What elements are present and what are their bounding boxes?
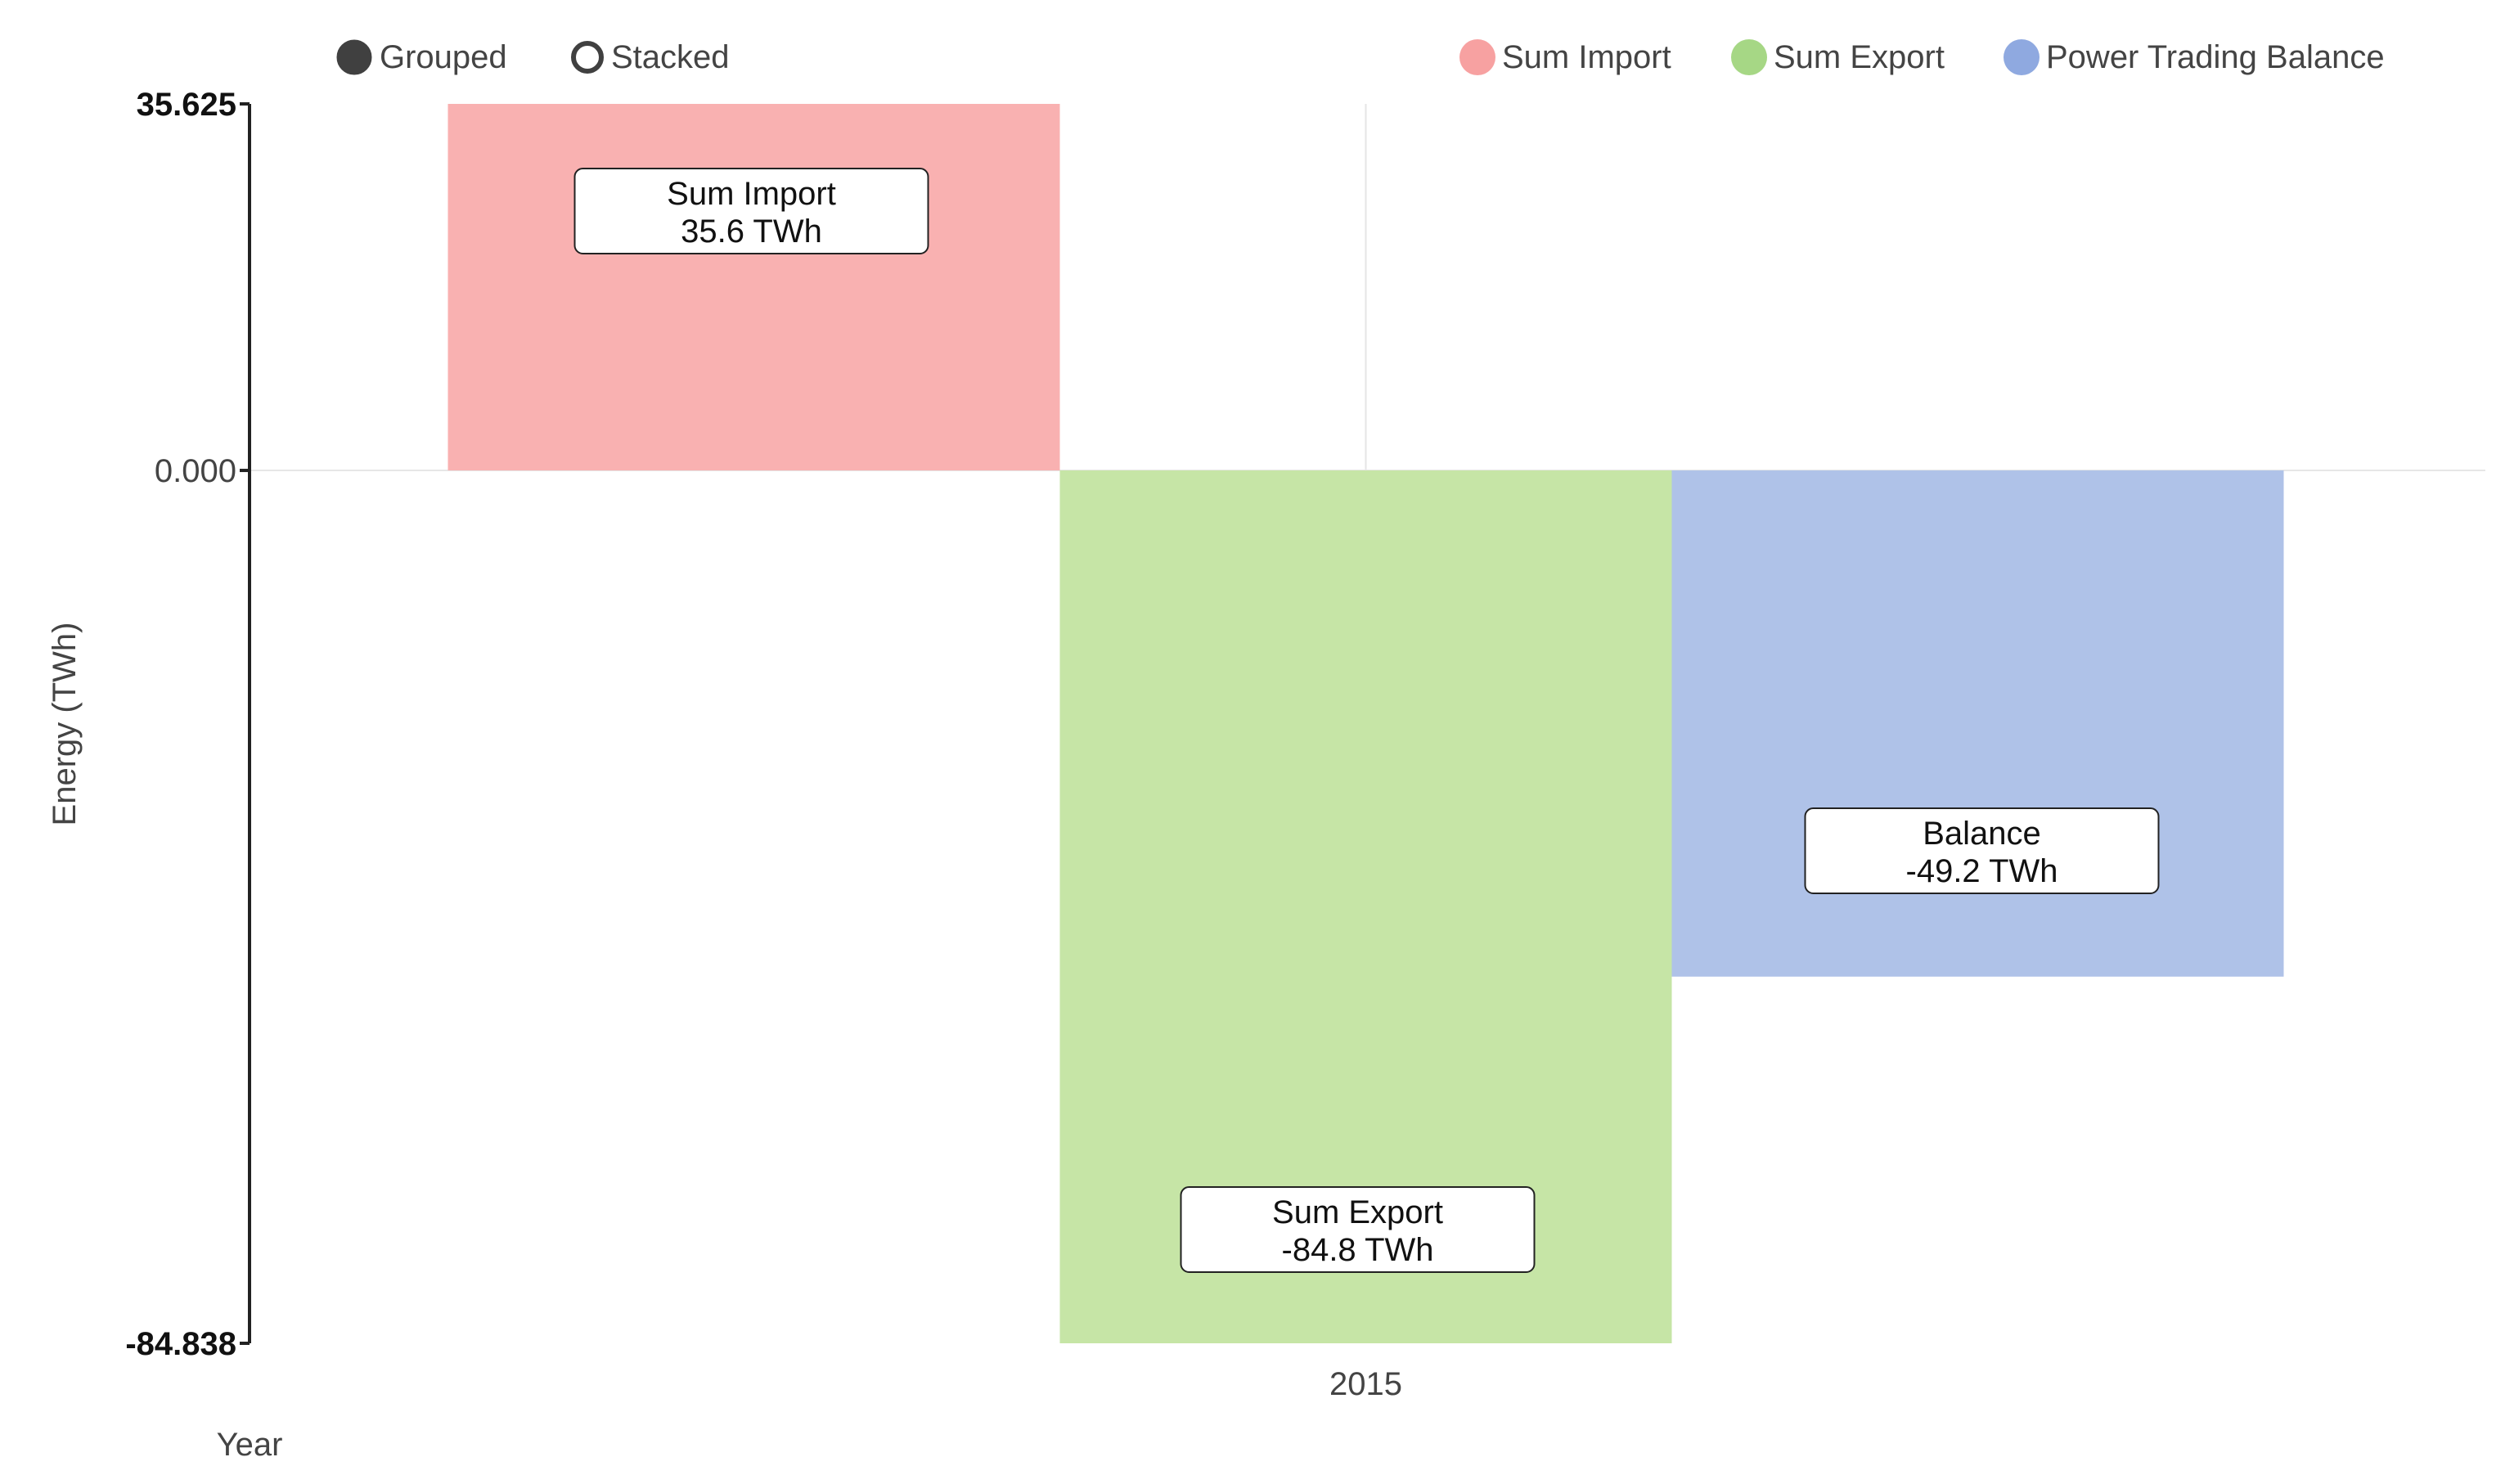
y-axis-title: Energy (TWh) (47, 623, 83, 826)
stacked-toggle[interactable]: Stacked (571, 39, 730, 75)
legend-item-sum-export[interactable]: Sum Export (1731, 39, 1945, 75)
legend-item-power-trading-balance[interactable]: Power Trading Balance (2004, 39, 2385, 75)
legend-label: Sum Import (1502, 39, 1671, 75)
data-label-power-trading-balance: Balance-49.2 TWh (1804, 807, 2160, 894)
stacked-radio-icon[interactable] (571, 41, 604, 74)
bar-sum-import[interactable] (447, 104, 1060, 471)
y-tick-label: 35.625 (137, 87, 236, 123)
data-label-box (1804, 807, 2160, 894)
grouped-label[interactable]: Grouped (380, 39, 507, 75)
legend-item-sum-import[interactable]: Sum Import (1459, 39, 1671, 75)
data-label-title: Sum Import (667, 176, 836, 212)
x-tick-label: 2015 (1329, 1366, 1402, 1402)
data-label-value: 35.6 TWh (681, 214, 822, 250)
grouped-toggle[interactable]: Grouped (336, 39, 507, 75)
grouped-radio-icon[interactable] (336, 39, 372, 75)
data-label-value: -84.8 TWh (1282, 1232, 1434, 1268)
legend: Sum Import Sum Export Power Trading Bala… (1459, 39, 2385, 75)
x-axis-title: Year (217, 1427, 283, 1463)
bar-power-trading-balance[interactable] (1671, 470, 2284, 977)
legend-swatch-icon (1459, 39, 1495, 75)
data-label-box (1180, 1186, 1536, 1273)
legend-swatch-icon (2004, 39, 2040, 75)
data-label-title: Sum Export (1272, 1194, 1443, 1230)
legend-label: Power Trading Balance (2046, 39, 2385, 75)
legend-label: Sum Export (1774, 39, 1945, 75)
stacked-label[interactable]: Stacked (611, 39, 730, 75)
legend-swatch-icon (1731, 39, 1767, 75)
data-label-box (573, 168, 929, 254)
axis-layer: 2015 35.625 0.000 -84.838 (125, 87, 1402, 1402)
y-tick-label: 0.000 (155, 453, 236, 489)
data-label-value: -49.2 TWh (1906, 853, 2058, 889)
y-tick-label: -84.838 (125, 1326, 236, 1362)
data-label-title: Balance (1923, 816, 2041, 852)
data-label-sum-export: Sum Export-84.8 TWh (1180, 1186, 1536, 1273)
